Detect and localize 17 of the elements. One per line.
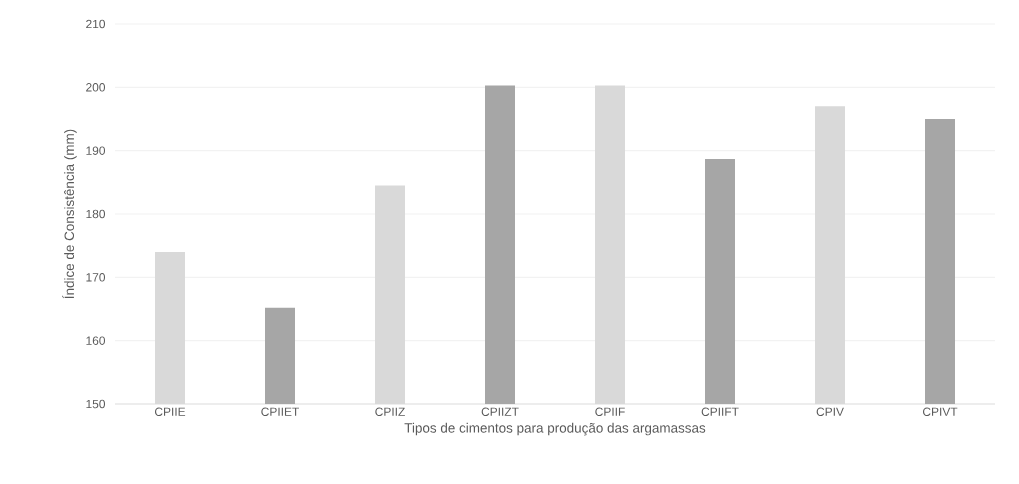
y-tick-label: 180: [86, 209, 106, 219]
y-tick-label: 170: [86, 273, 106, 282]
y-tick-label: 160: [86, 336, 106, 345]
y-tick-label: 150: [86, 399, 106, 409]
y-axis-title: Índice de Consistência (mm): [62, 129, 77, 299]
y-tick-label: 200: [86, 83, 106, 92]
y-tick-label: 210: [86, 19, 106, 29]
x-tick-label: CPIIZ: [375, 407, 405, 416]
x-tick-label: CPIIF: [595, 407, 625, 416]
y-tick-label: 190: [86, 146, 106, 155]
x-axis-title: Tipos de cimentos para produção das argamassas: [404, 422, 706, 436]
x-tick-label: CPIV: [816, 407, 844, 416]
x-tick-label: CPIVT: [923, 407, 958, 416]
x-tick-label: CPIIZT: [481, 407, 519, 416]
x-tick-label: CPIIET: [261, 407, 299, 416]
x-tick-label: CPIIFT: [701, 407, 739, 416]
x-tick-label: CPIIE: [155, 407, 186, 416]
